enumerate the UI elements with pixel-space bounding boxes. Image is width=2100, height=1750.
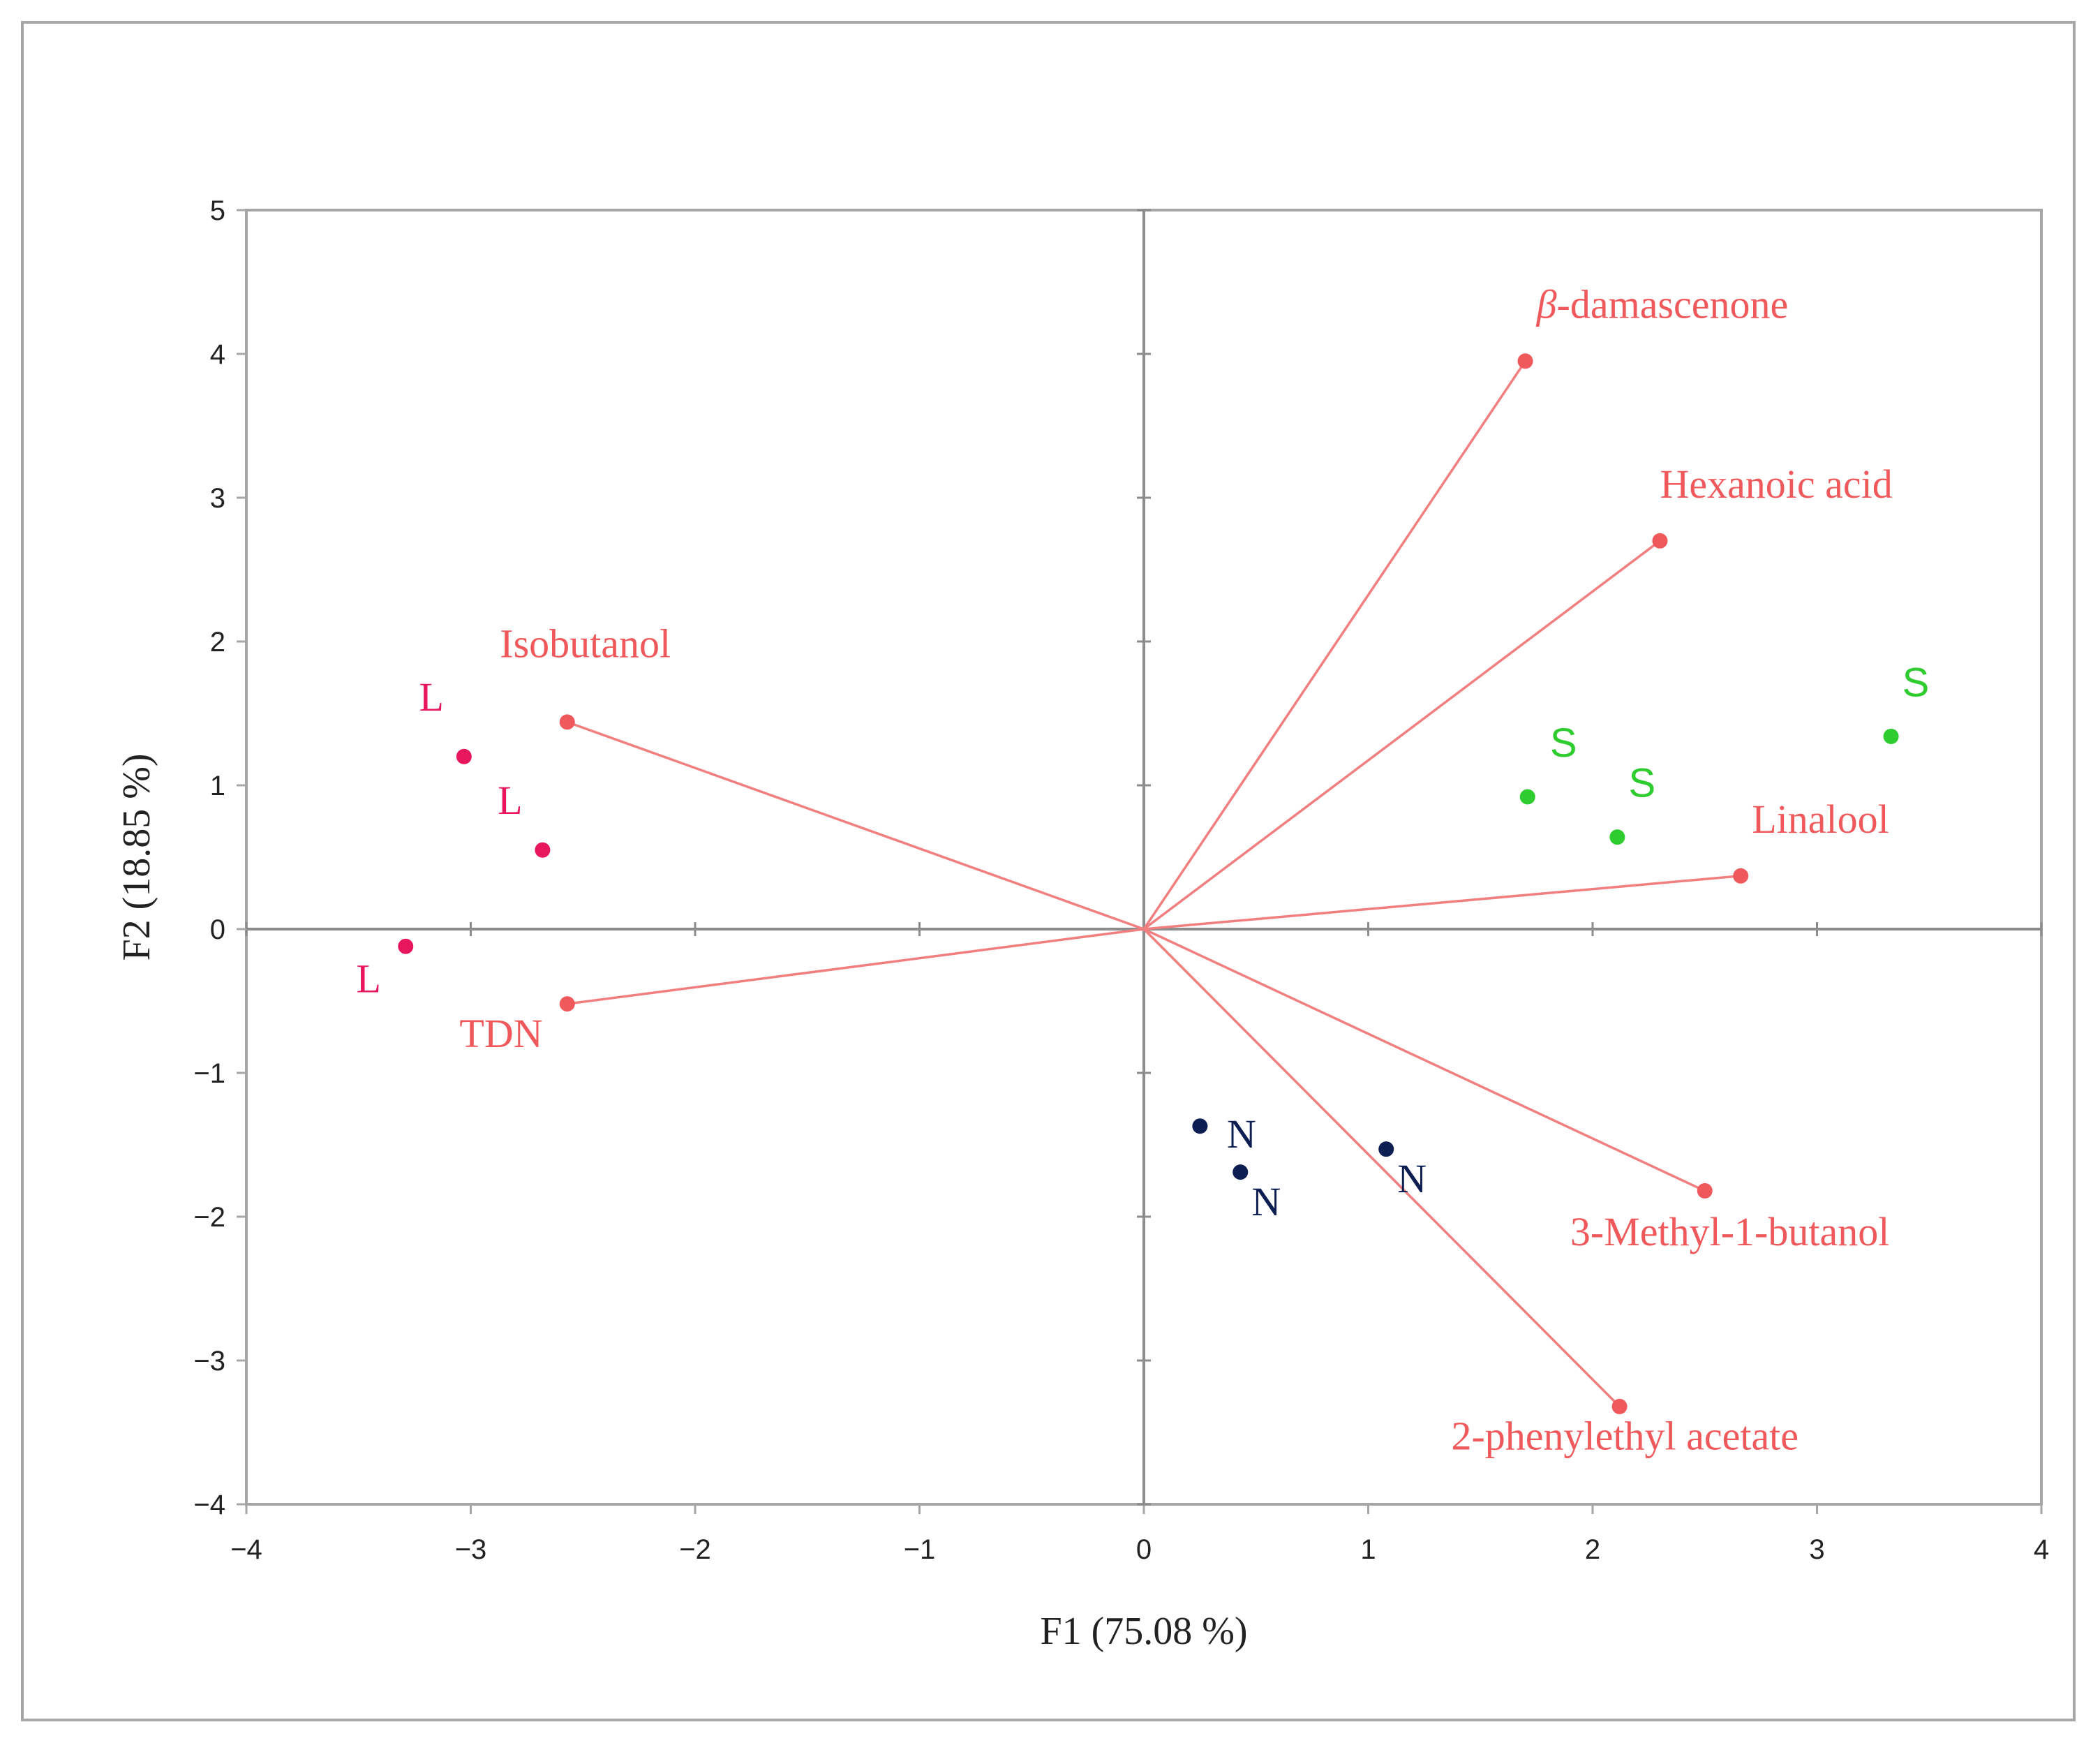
y-tick-label: 3 [210, 483, 225, 514]
figure-frame: −4 −3 −2 −1 0 1 2 3 4 −4 −3 −2 −1 0 1 2 3 4 5 β-damascenon… [21, 21, 2076, 1721]
x-tick-label: 1 [1360, 1534, 1376, 1565]
pca-biplot: −4 −3 −2 −1 0 1 2 3 4 −4 −3 −2 −1 0 1 2 3 4 5 β-damascenon… [115, 195, 2049, 1653]
variable-point [1733, 868, 1749, 884]
variable-vector-line [1142, 540, 1661, 930]
y-tick-label: −2 [193, 1202, 225, 1233]
variable-vector-line [1142, 360, 1527, 930]
x-tick-label: 0 [1136, 1534, 1152, 1565]
observation-point-N [1378, 1141, 1394, 1157]
y-tick-label: −1 [193, 1058, 225, 1089]
y-tick-label: 2 [210, 627, 225, 658]
observation-point-S [1519, 789, 1535, 805]
observation-point-S [1883, 728, 1899, 744]
x-tick-label: −4 [230, 1534, 262, 1565]
observation-point-L [456, 748, 472, 764]
observation-point-L [535, 842, 551, 858]
variable-vector-line [567, 720, 1145, 930]
y-tick-label: 1 [210, 771, 225, 801]
y-axis-title: F2 (18.85 %) [115, 753, 158, 961]
x-tick-label: −3 [455, 1534, 487, 1565]
x-tick-label: 4 [2034, 1534, 2049, 1565]
x-tick-label: 3 [1809, 1534, 1824, 1565]
y-tick-label: 4 [210, 339, 225, 370]
observation-point-N [1233, 1164, 1249, 1180]
observation-point-S [1609, 829, 1625, 845]
observation-label-L: L [498, 778, 522, 823]
variable-vectors: β-damascenone Hexanoic acid Linalool 3-Meth… [459, 282, 1892, 1459]
observation-label-N: N [1397, 1156, 1427, 1201]
observation-label-S: S [1628, 760, 1655, 806]
observation-label-S: S [1902, 660, 1930, 705]
variable-label: Hexanoic acid [1660, 461, 1892, 507]
variable-point [559, 714, 575, 730]
y-tick-label: −3 [193, 1346, 225, 1377]
x-tick-label: −1 [904, 1534, 936, 1565]
variable-label: β-damascenone [1536, 282, 1789, 327]
observation-point-N [1192, 1118, 1208, 1134]
x-axis-title: F1 (75.08 %) [1040, 1610, 1247, 1653]
y-tick-label: 0 [210, 914, 225, 945]
variable-point [1517, 353, 1533, 369]
tick-marks: −4 −3 −2 −1 0 1 2 3 4 −4 −3 −2 −1 0 1 2 3 4 5 [193, 195, 2049, 1565]
variable-label: 2-phenylethyl acetate [1451, 1414, 1799, 1459]
observation-label-N: N [1227, 1111, 1256, 1157]
variable-label: Isobutanol [500, 621, 671, 667]
variable-label: TDN [459, 1011, 542, 1056]
variable-point [559, 996, 575, 1012]
observation-label-L: L [357, 956, 381, 1002]
variable-vector-line [1142, 928, 1621, 1408]
y-tick-label: −4 [193, 1490, 225, 1520]
x-tick-label: −2 [679, 1534, 711, 1565]
observation-label-L: L [419, 674, 444, 720]
observation-label-S: S [1550, 720, 1577, 766]
variable-point [1697, 1182, 1713, 1199]
variable-label: 3-Methyl-1-butanol [1570, 1209, 1889, 1254]
variable-vector-line [1143, 875, 1741, 930]
observation-point-L [398, 938, 414, 954]
variable-vector-line [1143, 928, 1706, 1192]
variable-point [1611, 1398, 1628, 1414]
variable-vector-line [567, 928, 1145, 1005]
y-tick-label: 5 [210, 195, 225, 226]
variable-point [1652, 533, 1668, 549]
variable-label: Linalool [1752, 796, 1889, 842]
x-tick-label: 2 [1585, 1534, 1600, 1565]
observation-label-N: N [1251, 1179, 1281, 1224]
